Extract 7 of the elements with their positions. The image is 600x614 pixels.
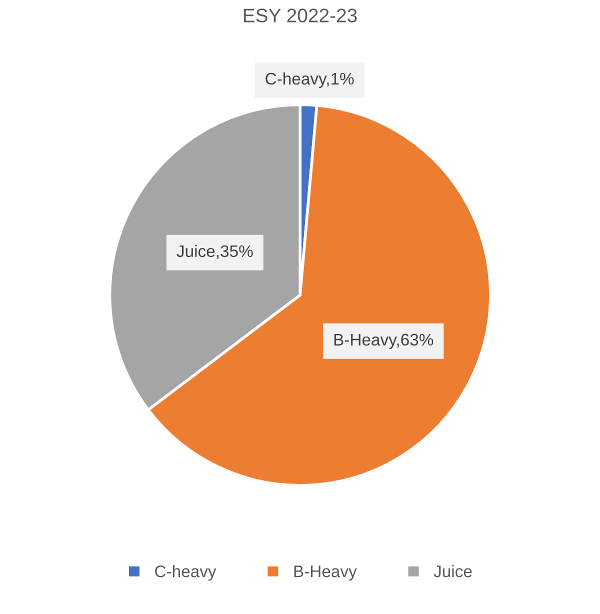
data-label: B-Heavy,63% [334,334,434,349]
legend-label: Juice [434,565,472,578]
legend-label: B-Heavy [294,566,357,581]
data-label: C-heavy,1% [266,72,354,88]
legend-label: C-heavy [155,565,216,581]
chart-title: ESY 2022-23 [244,8,357,22]
data-label: Juice,35% [176,244,253,260]
